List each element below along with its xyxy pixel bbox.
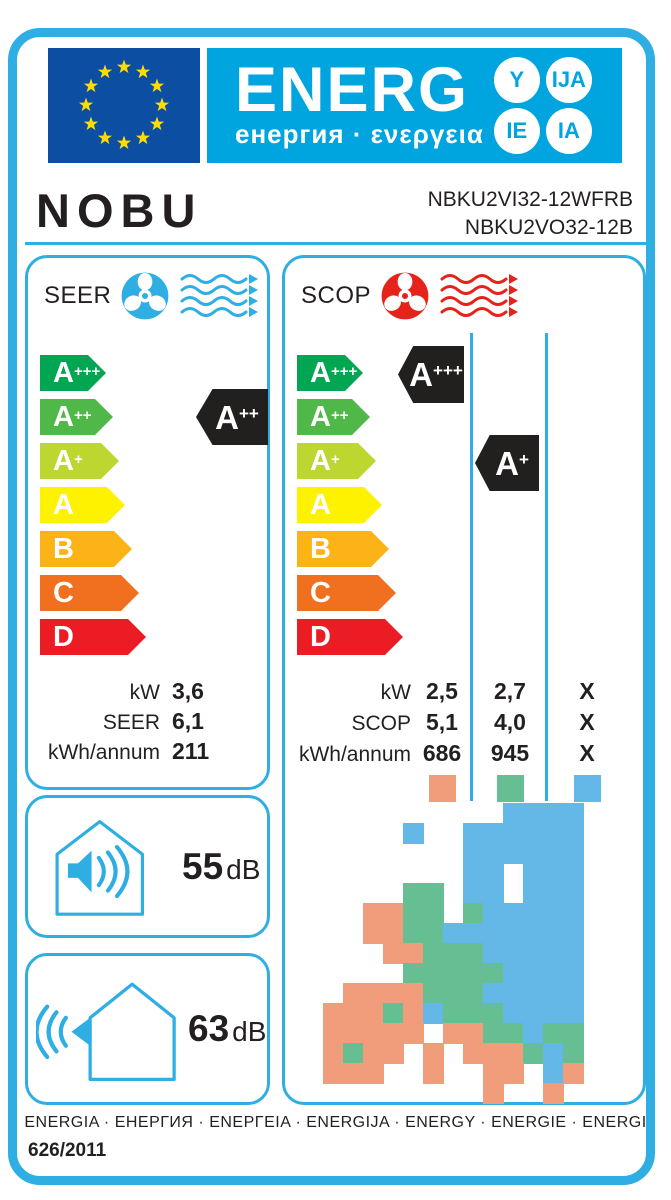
- kw-label: kW: [380, 681, 411, 704]
- scop-value-label: SCOP: [351, 712, 411, 735]
- model-outdoor-unit: NBKU2VO32-12B: [464, 216, 633, 239]
- class-arrow-a: A: [40, 487, 125, 523]
- energ-header: ENERG енергия · ενεργεια Y IJA IE IA: [207, 48, 622, 163]
- scop-warm: 5,1: [426, 709, 458, 735]
- model-indoor-unit: NBKU2VI32-12WFRB: [427, 188, 633, 211]
- outdoor-noise-panel: 63 dB: [25, 953, 270, 1105]
- energ-title: ENERG: [235, 55, 470, 125]
- kw-average: 2,7: [494, 678, 526, 704]
- climate-zone-legend: [285, 775, 643, 802]
- brand-logo: NOBU: [36, 184, 203, 237]
- class-arrow-c: C: [297, 575, 396, 611]
- class-arrow-c: C: [40, 575, 139, 611]
- kwh-annum-label: kWh/annum: [47, 741, 160, 764]
- kw-label: kW: [129, 681, 160, 704]
- outdoor-noise-unit: dB: [232, 1016, 267, 1047]
- fan-cooling-icon: [121, 272, 169, 320]
- climate-zone-divider-1: [470, 333, 473, 801]
- energ-subtitle: енергия · ενεργεια: [235, 119, 484, 149]
- kw-value: 3,6: [172, 678, 204, 704]
- scop-cold: X: [579, 709, 595, 735]
- class-arrow-a1: A +: [40, 443, 119, 479]
- class-arrow-a3: A +++: [40, 355, 106, 391]
- eu-stars-icon: [78, 59, 170, 150]
- seer-value: 6,1: [172, 708, 204, 734]
- energ-language-suffixes: Y IJA IE IA: [493, 57, 592, 154]
- scop-rating-cold-indicator: A +: [475, 435, 539, 491]
- class-arrow-b: B: [297, 531, 389, 567]
- indoor-noise-icon: [55, 819, 144, 916]
- scop-average: 4,0: [494, 709, 526, 735]
- model-numbers: NBKU2VI32-12WFRB NBKU2VO32-12B: [428, 186, 633, 242]
- climate-zone-divider-2: [545, 333, 548, 801]
- kwh-warm: 686: [422, 740, 462, 766]
- seer-rating-indicator: A ++: [196, 389, 268, 445]
- cold-zone-swatch: [573, 775, 601, 802]
- kw-cold: X: [579, 678, 595, 704]
- class-arrow-a3: A +++: [297, 355, 363, 391]
- class-arrow-a2: A ++: [297, 399, 370, 435]
- class-arrow-d: D: [40, 619, 146, 655]
- warm-airflow-waves-icon: [440, 274, 519, 317]
- average-zone-swatch: [496, 775, 524, 802]
- class-arrow-a2: A ++: [40, 399, 113, 435]
- kwh-annum-value: 211: [172, 738, 210, 764]
- kwh-annum-label: kWh/annum: [298, 743, 411, 766]
- kw-warm: 2,5: [426, 678, 458, 704]
- class-arrow-a: A: [297, 487, 382, 523]
- indoor-noise-panel: 55 dB: [25, 795, 270, 938]
- class-arrow-a1: A +: [297, 443, 376, 479]
- regulation-number: 626/2011: [28, 1140, 107, 1161]
- suffix-circle-ia: IA: [545, 108, 592, 154]
- suffix-circle-ie: IE: [493, 108, 540, 154]
- divider: [25, 242, 646, 245]
- class-arrow-b: B: [40, 531, 132, 567]
- energy-class-scale: A +++ A ++ A + A B C D: [40, 355, 146, 663]
- scop-values: kW 2,5 2,7 X SCOP 5,1 4,0 X kWh/annum 68…: [285, 678, 643, 802]
- airflow-waves-icon: [180, 274, 259, 317]
- outdoor-noise-icon: [36, 982, 176, 1082]
- scop-heating-panel: SCOP: [282, 255, 646, 1105]
- class-arrow-d: D: [297, 619, 403, 655]
- seer-cooling-panel: SEER: [25, 255, 270, 790]
- outdoor-noise-value: 63: [188, 1008, 230, 1049]
- suffix-circle-y: Y: [493, 57, 540, 103]
- seer-values: kW 3,6 SEER 6,1 kWh/annum 211: [28, 678, 267, 768]
- energy-languages-text: ENERGIA · ЕНЕРГИЯ · ΕΝΕΡΓΕΙΑ · ENERGIJA …: [24, 1114, 647, 1131]
- fan-heating-icon: [381, 272, 429, 320]
- kwh-cold: X: [579, 740, 595, 766]
- suffix-circle-ija: IJA: [545, 57, 592, 103]
- energy-class-scale: A +++ A ++ A + A B C D: [297, 355, 403, 663]
- europe-climate-map: [323, 803, 623, 1104]
- indoor-noise-value: 55: [182, 845, 224, 887]
- scop-rating-average-indicator: A +++: [398, 346, 464, 403]
- scop-label: SCOP: [301, 282, 372, 309]
- kwh-average: 945: [490, 740, 530, 766]
- seer-value-label: SEER: [102, 711, 160, 734]
- eu-flag: [48, 48, 200, 163]
- seer-label: SEER: [44, 282, 112, 309]
- warm-zone-swatch: [428, 775, 456, 802]
- indoor-noise-unit: dB: [226, 853, 261, 885]
